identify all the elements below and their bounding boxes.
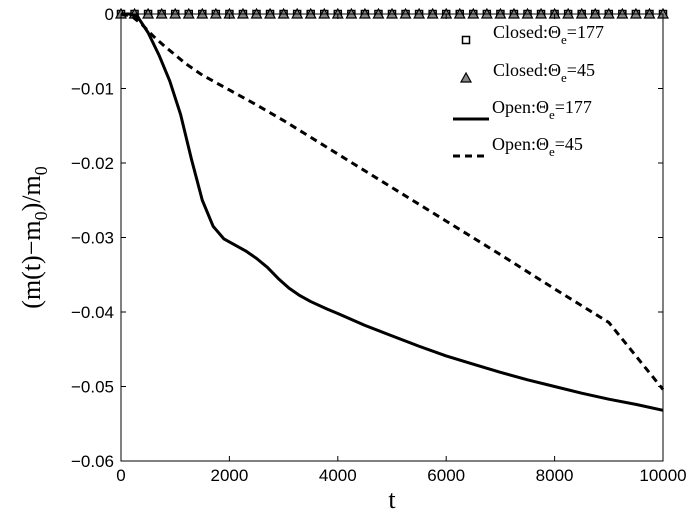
legend-label: Open:Θe=45 [492,134,583,159]
legend-item: Open:Θe=177 [453,97,592,122]
y-axis-label-part: )/m [17,175,46,211]
legend-label: Closed:Θe=177 [493,22,604,47]
x-tick-label: 2000 [210,466,248,485]
y-axis-label-sub: 0 [31,211,51,220]
legend-label-part: =45 [555,134,583,154]
x-tick-label: 0 [116,466,125,485]
legend-label-part: Closed:Θ [493,60,561,80]
legend-label: Open:Θe=177 [492,97,592,122]
legend-symbol [461,35,471,45]
y-tick-label: −0.01 [71,80,114,99]
legend-label-part: Open:Θ [492,97,549,117]
x-axis-label: t [388,485,396,512]
x-tick-label: 4000 [319,466,357,485]
x-tick-label: 10000 [639,466,686,485]
series-line [120,12,665,391]
y-axis-label-sub: 0 [31,166,51,175]
y-axis-label-part: (m(t)−m [17,220,46,308]
legend-item: Closed:Θe=45 [459,60,595,85]
legend-label-part: =177 [555,97,592,117]
y-tick-label: 0 [105,5,114,24]
legend-item: Closed:Θe=177 [461,22,604,47]
legend-label-part: =45 [567,60,595,80]
series-line [121,12,664,412]
legend-symbol [459,71,473,83]
legend: Closed:Θe=177Closed:Θe=45Open:Θe=177Open… [453,22,604,159]
legend-label-sub: e [549,107,555,122]
legend-label-sub: e [561,32,567,47]
y-tick-label: −0.06 [71,452,114,471]
legend-label: Closed:Θe=45 [493,60,595,85]
y-axis-label: (m(t)−m0)/m0 [17,166,51,308]
x-tick-label: 6000 [427,466,465,485]
y-tick-label: −0.04 [71,303,114,322]
x-tick-label: 8000 [536,466,574,485]
y-tick-label: −0.05 [71,378,114,397]
legend-label-part: =177 [567,22,604,42]
legend-label-part: Open:Θ [492,134,549,154]
legend-label-sub: e [561,70,567,85]
y-tick-label: −0.03 [71,229,114,248]
y-tick-label: −0.02 [71,154,114,173]
legend-item: Open:Θe=45 [453,134,583,159]
ticks-layer: 0 2000 4000 6000 8000 10000 0 −0.01 −0.02 −0.03 −0… [71,5,687,485]
legend-label-part: Closed:Θ [493,22,561,42]
legend-label-sub: e [549,144,555,159]
